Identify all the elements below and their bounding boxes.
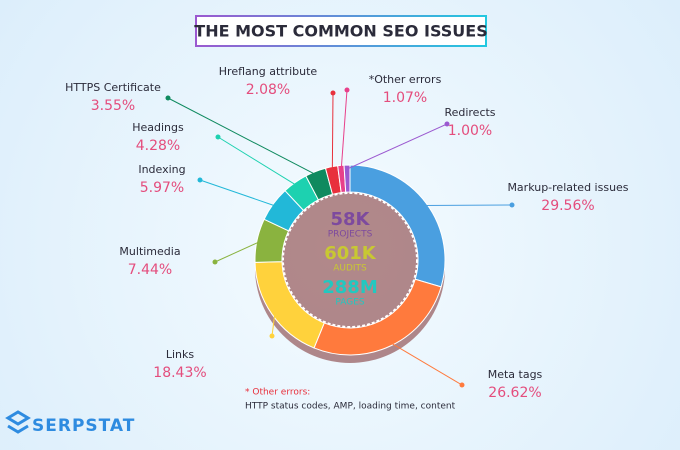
leader-line — [199, 179, 277, 207]
note-label: * Other errors: — [245, 388, 310, 398]
leader-dot — [459, 382, 465, 388]
leader-line — [331, 92, 334, 171]
leader-dot — [344, 87, 350, 93]
category-label: HTTPS Certificate — [65, 81, 161, 94]
leader-line — [214, 240, 262, 263]
value-label: 3.55% — [91, 98, 135, 114]
leader-dot — [165, 95, 171, 101]
leader-dot — [509, 202, 515, 208]
note-text: HTTP status codes, AMP, loading time, co… — [245, 402, 456, 412]
value-label: 1.07% — [383, 90, 427, 106]
value-label: 5.97% — [140, 180, 184, 196]
value-label: 18.43% — [153, 365, 206, 381]
value-label: 26.62% — [488, 385, 541, 401]
leader-line — [271, 311, 276, 337]
category-label: Links — [166, 348, 195, 361]
category-label: *Other errors — [369, 73, 442, 86]
title-box — [195, 15, 487, 47]
category-label: Multimedia — [119, 245, 180, 258]
category-label: Meta tags — [488, 368, 543, 381]
stat-label: PROJECTS — [328, 230, 373, 240]
stat-label: AUDITS — [333, 264, 367, 274]
stat-value: 58K — [331, 209, 371, 230]
category-label: Markup-related issues — [507, 181, 628, 194]
category-label: Redirects — [444, 106, 495, 119]
leader-dot — [215, 134, 221, 140]
leader-dot — [212, 259, 218, 265]
stat-value: 601K — [324, 243, 377, 264]
leader-line — [346, 123, 448, 170]
stat-label: PAGES — [335, 298, 365, 308]
inner-rim — [282, 192, 418, 328]
leader-dot — [444, 121, 450, 127]
leader-line — [389, 341, 463, 386]
value-label: 4.28% — [136, 138, 180, 154]
category-label: Indexing — [138, 163, 185, 176]
value-label: 2.08% — [246, 82, 290, 98]
value-label: 7.44% — [128, 262, 172, 278]
leader-line — [217, 136, 298, 187]
stat-value: 288M — [322, 277, 378, 298]
donut — [254, 164, 446, 363]
brand-logo — [5, 410, 31, 434]
brand: SERPSTAT — [32, 416, 135, 436]
leader-line — [167, 97, 318, 176]
category-label: Headings — [132, 121, 184, 134]
leader-dot — [330, 90, 336, 96]
category-label: Hreflang attribute — [219, 65, 318, 78]
leader-dot — [269, 333, 275, 339]
value-label: 1.00% — [448, 123, 492, 139]
chart-title: THE MOST COMMON SEO ISSUES — [194, 22, 487, 41]
value-label: 29.56% — [541, 198, 594, 214]
leader-dot — [197, 177, 203, 183]
leader-line — [340, 89, 348, 170]
